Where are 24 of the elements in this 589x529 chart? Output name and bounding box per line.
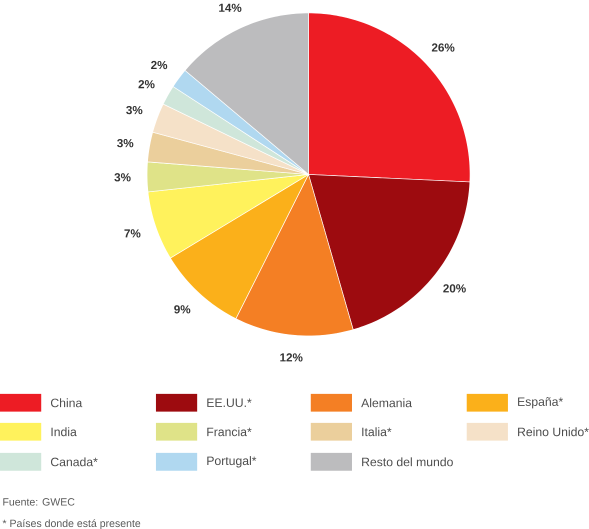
data-label: 9% xyxy=(174,305,190,314)
legend-label: India xyxy=(51,427,77,436)
data-label: 26% xyxy=(432,43,454,52)
data-label: 3% xyxy=(126,106,142,114)
text: * Países donde está presente xyxy=(2,519,140,529)
data-label: 3% xyxy=(114,173,131,182)
data-label: 20% xyxy=(443,284,466,292)
legend-label: Portugal* xyxy=(207,456,256,468)
legend-label: Resto del mundo xyxy=(362,457,453,466)
data-label: 14% xyxy=(219,4,242,12)
legend-label: Francia* xyxy=(207,427,252,436)
data-label: 12% xyxy=(280,353,303,362)
legend-label: Canada* xyxy=(50,457,98,466)
data-label: 2% xyxy=(138,80,155,88)
legend-label: China xyxy=(50,398,82,408)
legend-label: EE.UU.* xyxy=(207,398,252,407)
legend-label: Alemania xyxy=(361,398,412,408)
legend-label: España* xyxy=(518,397,564,408)
data-label: 2% xyxy=(151,60,168,70)
data-label: 7% xyxy=(124,229,140,238)
legend-label: Reino Unido* xyxy=(518,427,589,436)
legend-label: Italia* xyxy=(362,427,392,436)
data-label: 3% xyxy=(117,138,134,148)
source-note: Fuente: GWEC xyxy=(3,498,75,506)
